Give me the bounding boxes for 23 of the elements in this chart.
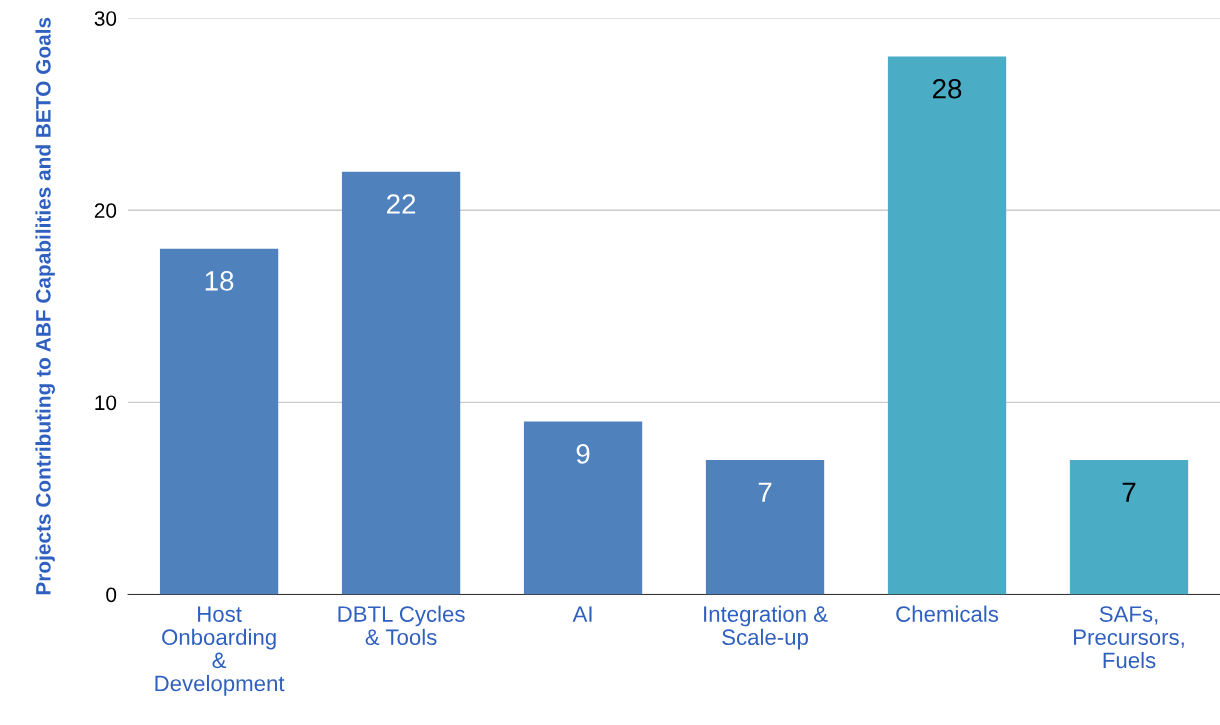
x-tick-label: SAFs, Precursors, Fuels (1074, 606, 1184, 669)
data-label: 9 (576, 443, 590, 464)
x-tick-label: AI (572, 606, 592, 622)
bar (159, 248, 279, 595)
data-label: 18 (205, 271, 234, 291)
x-tick-label: Integration & Scale-up (704, 605, 828, 650)
bar (887, 56, 1007, 595)
data-label: 7 (1122, 482, 1136, 502)
bar (1069, 460, 1189, 595)
data-label: 7 (758, 482, 772, 502)
data-label: 28 (932, 78, 962, 99)
y-tick-label: 30 (94, 11, 117, 26)
bar (705, 460, 825, 595)
bar (523, 421, 643, 595)
y-tick-label: 20 (94, 203, 117, 218)
data-label: 22 (387, 194, 416, 214)
x-tick-label: Host Onboarding & Development (155, 606, 285, 696)
y-axis-title: Projects Contributing to ABF Capabilities and BETO Goals (35, 17, 55, 595)
x-tick-label: Chemicals (896, 605, 999, 622)
y-tick-label: 10 (95, 395, 117, 411)
x-tick-label: DBTL Cycles & Tools (338, 605, 465, 646)
y-tick-label: 0 (106, 587, 117, 603)
bar (341, 171, 461, 595)
